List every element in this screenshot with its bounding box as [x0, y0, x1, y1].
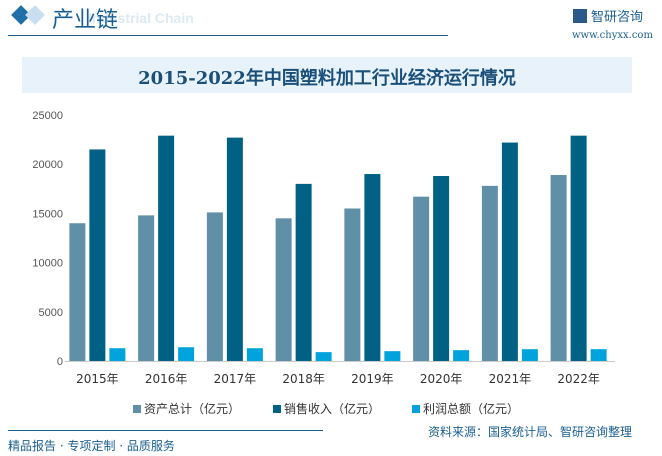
legend-label: 资产总计（亿元） — [144, 402, 241, 416]
data-source: 资料来源：国家统计局、智研咨询整理 — [428, 425, 633, 439]
bar-2-2015年 — [109, 348, 126, 361]
bar-1-2018年 — [295, 183, 312, 361]
bar-0-2019年 — [344, 208, 361, 361]
bar-1-2016年 — [158, 135, 175, 361]
y-tick-label: 15000 — [32, 208, 63, 220]
x-tick-label: 2017年 — [214, 372, 257, 386]
header-title: 产业链 — [52, 8, 119, 33]
bar-1-2020年 — [433, 176, 450, 361]
bar-2-2018年 — [315, 352, 332, 361]
footer-slogan: 精品报告 · 专项定制 · 品质服务 — [8, 439, 175, 453]
legend-label: 销售收入（亿元） — [284, 402, 381, 416]
bar-1-2019年 — [364, 174, 381, 361]
bar-1-2017年 — [226, 137, 243, 361]
legend-label: 利润总额（亿元） — [423, 402, 520, 416]
bar-2-2017年 — [246, 348, 263, 361]
bar-0-2020年 — [413, 196, 430, 361]
bar-0-2018年 — [275, 218, 292, 361]
y-tick-label: 0 — [57, 356, 63, 368]
chart-title-box: 2015-2022年中国塑料加工行业经济运行情况 — [22, 57, 632, 93]
bar-2-2016年 — [178, 347, 195, 361]
y-tick-label: 25000 — [32, 110, 63, 122]
legend-swatch — [133, 405, 141, 413]
bar-2-2021年 — [521, 349, 538, 361]
bar-2-2020年 — [453, 350, 470, 361]
bar-0-2022年 — [550, 175, 567, 361]
bar-0-2021年 — [481, 185, 498, 361]
header-divider — [8, 35, 448, 36]
x-tick-label: 2020年 — [420, 372, 463, 386]
bar-0-2015年 — [69, 223, 86, 361]
legend-swatch — [412, 405, 420, 413]
x-tick-label: 2021年 — [489, 372, 532, 386]
bar-2-2019年 — [384, 351, 401, 361]
y-tick-label: 20000 — [32, 159, 63, 171]
x-tick-label: 2022年 — [557, 372, 600, 386]
bar-1-2015年 — [89, 149, 106, 361]
legend-item-sales: 销售收入（亿元） — [273, 400, 380, 417]
bar-2-2022年 — [590, 349, 607, 361]
y-tick-label: 10000 — [32, 258, 63, 270]
legend-item-assets: 资产总计（亿元） — [133, 400, 240, 417]
x-tick-label: 2016年 — [145, 372, 188, 386]
bar-1-2021年 — [501, 142, 518, 361]
logo-icon — [573, 9, 587, 23]
chart-title: 2015-2022年中国塑料加工行业经济运行情况 — [138, 68, 516, 89]
x-tick-label: 2018年 — [282, 372, 325, 386]
legend-item-profit: 利润总额（亿元） — [412, 400, 519, 417]
bar-0-2017年 — [206, 212, 223, 361]
header-subtitle: Industrial Chain — [88, 10, 194, 26]
logo-text: 智研咨询 — [591, 10, 644, 25]
legend-swatch — [273, 405, 281, 413]
bar-0-2016年 — [138, 215, 155, 361]
site-url: www.chyxx.com — [572, 30, 653, 41]
y-tick-label: 5000 — [39, 307, 63, 319]
logo: 智研咨询 — [573, 6, 643, 25]
bar-1-2022年 — [570, 135, 587, 361]
footer-divider — [8, 430, 323, 431]
x-tick-label: 2015年 — [76, 372, 119, 386]
x-tick-label: 2019年 — [351, 372, 394, 386]
